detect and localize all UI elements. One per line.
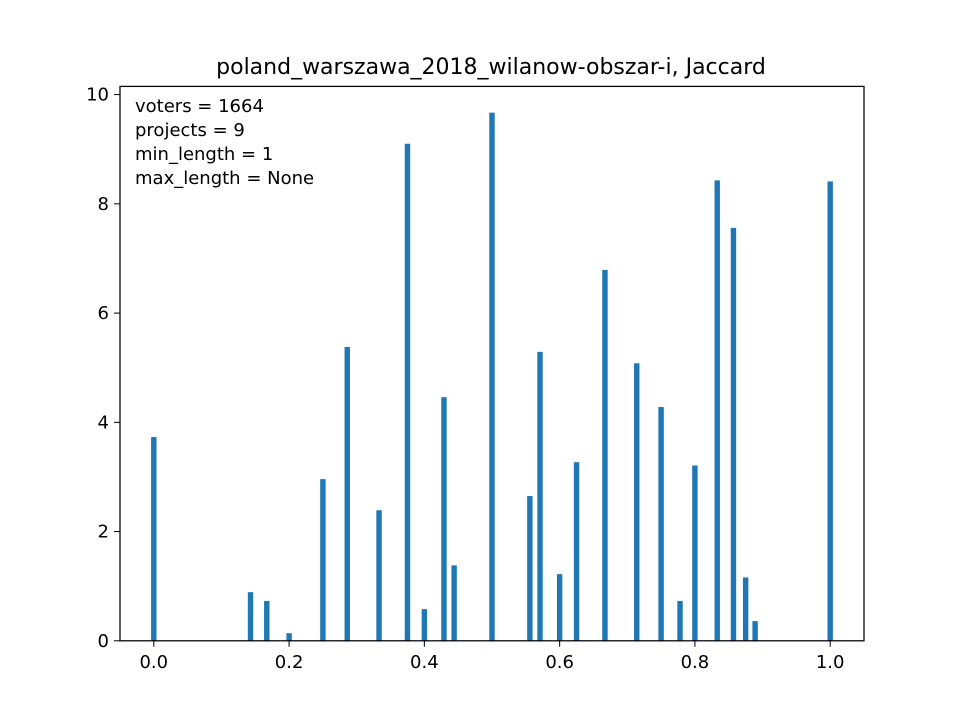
histogram-bar-3 [286,633,292,641]
histogram-bar-21 [714,180,720,641]
x-tick-label-5: 1.0 [816,652,845,673]
annotation-projects: projects = 9 [135,120,245,141]
y-tick-label-1: 2 [98,522,109,543]
bars-layer [151,112,833,641]
histogram-bar-4 [320,479,326,641]
x-tick-label-3: 0.6 [545,652,574,673]
histogram-bar-15 [573,462,580,641]
y-tick-label-0: 0 [98,631,109,652]
histogram-bar-10 [451,565,457,641]
x-tick-label-2: 0.4 [410,652,439,673]
histogram-bar-8 [421,609,428,641]
y-tick-label-5: 10 [86,85,109,106]
histogram-bar-23 [742,577,749,641]
histogram-bar-17 [634,363,640,641]
x-tick-label-0: 0.0 [139,652,168,673]
histogram-bar-12 [527,496,533,641]
y-tick-label-4: 8 [98,194,109,215]
annotations-layer: voters = 1664 projects = 9 min_length = … [135,96,314,189]
y-tick-label-3: 6 [98,303,109,324]
histogram-bar-5 [344,346,350,641]
x-tick-label-4: 0.8 [681,652,710,673]
histogram-bar-13 [537,351,543,641]
annotation-min-length: min_length = 1 [135,144,273,165]
chart-title: poland_warszawa_2018_wilanow-obszar-i, J… [216,55,766,80]
histogram-bar-7 [404,143,411,641]
x-tick-label-1: 0.2 [275,652,304,673]
annotation-voters: voters = 1664 [135,96,264,117]
histogram-bar-6 [376,510,382,641]
annotation-max-length: max_length = None [135,168,314,189]
histogram-bar-11 [489,112,495,641]
histogram-bar-20 [692,465,698,641]
histogram-bar-0 [151,437,157,641]
histogram-bar-22 [730,227,737,641]
y-tick-label-2: 4 [98,412,109,433]
histogram-bar-9 [441,397,447,641]
histogram-bar-24 [752,621,758,641]
histogram-bar-14 [556,574,563,641]
histogram-bar-18 [658,407,664,641]
plot-frame [119,85,865,642]
histogram-bar-25 [827,181,833,641]
histogram-bar-19 [677,600,683,641]
histogram-bar-2 [264,600,270,641]
histogram-bar-1 [247,592,254,641]
ticks-layer: 0.0 0.2 0.4 0.6 0.8 1.0 0 2 4 6 8 10 [86,85,844,673]
histogram-bar-16 [602,269,608,641]
